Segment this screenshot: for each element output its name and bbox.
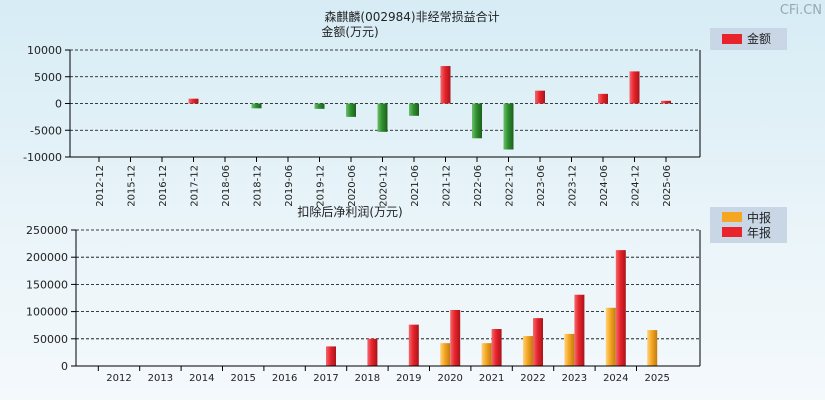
x-tick-label: 2019-12 xyxy=(316,165,327,207)
bar-2022-12 xyxy=(503,103,514,150)
y-tick-label: 150000 xyxy=(26,278,68,291)
y-tick-label: 10000 xyxy=(27,44,62,57)
bar-中报-2020 xyxy=(440,343,451,366)
bar-2020-12 xyxy=(377,103,388,132)
chart-1: 森麒麟(002984)非经常损益合计 金额(万元) 10000 5000 0 -500… xyxy=(23,9,787,207)
legend-swatch xyxy=(722,212,742,222)
chart-1-legend: 金额 xyxy=(710,28,787,50)
y-tick-label: -5000 xyxy=(30,124,62,137)
bar-年报-2024 xyxy=(615,250,626,366)
y-tick-label: -10000 xyxy=(23,151,62,164)
x-tick-label: 2023 xyxy=(562,373,587,384)
bar-年报-2022 xyxy=(533,318,543,366)
bar-年报-2020 xyxy=(450,309,461,366)
y-tick-label: 200000 xyxy=(26,251,68,264)
x-tick-label: 2020-12 xyxy=(379,165,390,207)
x-tick-label: 2015-12 xyxy=(127,165,138,207)
x-tick-label: 2016 xyxy=(272,373,297,384)
chart-1-x-ticks: 2012-12 2015-12 2016-12 2017-12 2018-06 2018-… xyxy=(95,157,673,207)
x-tick-label: 2024-06 xyxy=(599,165,610,207)
y-tick-label: 0 xyxy=(55,98,62,111)
bar-中报-2025 xyxy=(647,330,658,366)
bar-年报-2021 xyxy=(491,329,502,366)
legend-label: 年报 xyxy=(747,225,771,240)
x-tick-label: 2019 xyxy=(396,373,421,384)
bar-2023-06 xyxy=(535,90,545,104)
chart-1-bars xyxy=(188,66,671,150)
bar-中报-2021 xyxy=(481,343,492,366)
x-tick-label: 2014 xyxy=(189,373,214,384)
x-tick-label: 2020 xyxy=(437,373,462,384)
legend-label: 金额 xyxy=(747,31,771,46)
y-tick-label: 0 xyxy=(61,360,68,373)
bar-2017-12 xyxy=(188,98,199,104)
x-tick-label: 2024 xyxy=(603,373,628,384)
x-tick-label: 2012-12 xyxy=(95,165,106,207)
bar-年报-2018 xyxy=(367,338,378,366)
bar-2024-06 xyxy=(598,93,608,104)
x-tick-label: 2017 xyxy=(313,373,338,384)
legend-box xyxy=(710,28,787,50)
bar-2020-06 xyxy=(346,103,356,117)
x-tick-label: 2021 xyxy=(479,373,504,384)
x-tick-label: 2021-12 xyxy=(442,165,453,207)
x-tick-label: 2024-12 xyxy=(631,165,642,207)
bar-年报-2019 xyxy=(408,324,419,366)
bar-2019-12 xyxy=(314,103,325,109)
chart-1-axis xyxy=(69,50,701,158)
x-tick-label: 2018-06 xyxy=(221,165,232,207)
bar-年报-2023 xyxy=(574,294,585,366)
x-tick-label: 2025 xyxy=(644,373,669,384)
x-tick-label: 2022 xyxy=(520,373,545,384)
chart-1-title: 森麒麟(002984)非经常损益合计 xyxy=(324,9,499,24)
legend-swatch xyxy=(722,227,742,237)
chart-1-y-ticks: 10000 5000 0 -5000 -10000 xyxy=(23,44,70,164)
chart-2-gridlines xyxy=(76,229,700,340)
legend-swatch xyxy=(722,34,742,44)
chart-2-y-ticks: 250000 200000 150000 100000 50000 0 xyxy=(26,224,76,373)
x-tick-label: 2020-06 xyxy=(347,165,358,207)
y-tick-label: 100000 xyxy=(26,306,68,319)
watermark: CFi.CN xyxy=(780,3,822,18)
x-tick-label: 2018 xyxy=(355,373,380,384)
x-tick-label: 2013 xyxy=(148,373,173,384)
x-tick-label: 2023-12 xyxy=(568,165,579,207)
legend-label: 中报 xyxy=(747,210,771,225)
bar-2025-06 xyxy=(661,100,671,104)
y-tick-label: 250000 xyxy=(26,224,68,237)
x-tick-label: 2022-06 xyxy=(473,165,484,207)
bar-2018-12 xyxy=(251,103,262,109)
x-tick-label: 2015 xyxy=(230,373,255,384)
chart-1-subtitle: 金额(万元) xyxy=(321,24,378,39)
x-tick-label: 2025-06 xyxy=(662,165,673,207)
chart-2-bars xyxy=(326,250,658,366)
chart-2: 扣除后净利润(万元) 250000 200000 150000 100000 50000… xyxy=(26,204,787,384)
bar-中报-2023 xyxy=(564,333,575,366)
bar-年报-2017 xyxy=(326,346,336,366)
x-tick-label: 2012 xyxy=(106,373,131,384)
x-tick-label: 2019-06 xyxy=(284,165,295,207)
x-tick-label: 2021-06 xyxy=(410,165,421,207)
y-tick-label: 5000 xyxy=(34,71,62,84)
x-tick-label: 2016-12 xyxy=(158,165,169,207)
bar-2022-06 xyxy=(472,103,482,139)
bar-2024-12 xyxy=(629,71,640,104)
y-tick-label: 50000 xyxy=(33,333,68,346)
x-tick-label: 2018-12 xyxy=(253,165,264,207)
bar-2021-06 xyxy=(409,103,419,116)
bar-2021-12 xyxy=(440,66,451,104)
bar-中报-2022 xyxy=(523,336,533,366)
chart-2-x-ticks: 2012 2013 2014 2015 2016 2017 2018 2019 2020 2021… xyxy=(97,366,670,384)
x-tick-label: 2017-12 xyxy=(190,165,201,207)
x-tick-label: 2023-06 xyxy=(536,165,547,207)
x-tick-label: 2022-12 xyxy=(505,165,516,207)
chart-2-title: 扣除后净利润(万元) xyxy=(297,204,402,219)
bar-中报-2024 xyxy=(605,307,616,366)
